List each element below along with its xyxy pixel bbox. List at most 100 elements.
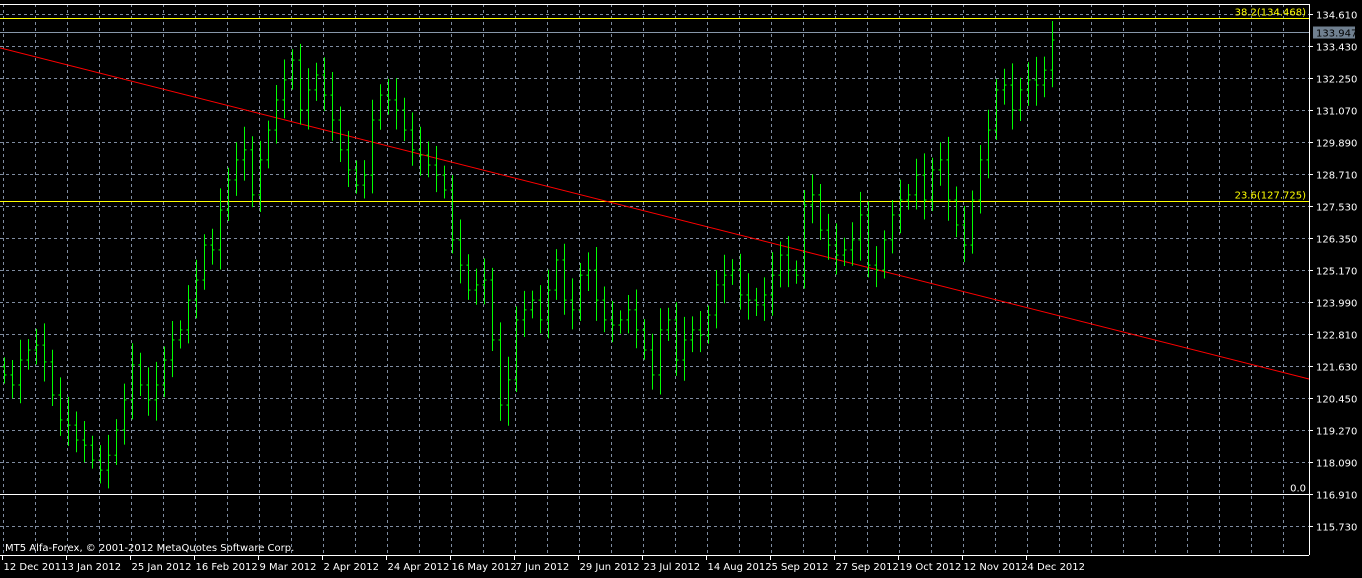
price-bar [746,273,751,320]
price-bar [994,79,999,140]
price-bar [938,142,943,186]
price-bar [490,267,495,351]
x-tick-label: 16 May 2012 [452,562,517,573]
price-bar [498,322,503,421]
price-bar [818,184,823,240]
price-bar [506,356,511,426]
price-bar [578,262,583,321]
price-bar [682,316,687,381]
price-bar [242,126,247,181]
price-bar [1050,21,1055,88]
price-bar [874,246,879,288]
price-bar [914,158,919,210]
price-bar [970,190,975,254]
price-bar [178,320,183,349]
price-bar [82,421,87,463]
y-tick-label: 133.430 [1316,43,1357,54]
price-bar [690,316,695,353]
price-bar [26,339,31,370]
x-tick-label: 12 Nov 2012 [964,562,1028,573]
price-bar [554,249,559,300]
price-bar [210,228,215,265]
price-bar [138,352,143,396]
price-bar [426,141,431,178]
y-tick-label: 131.070 [1316,107,1357,118]
price-bar [1002,68,1007,105]
price-bar [354,160,359,194]
price-bar [922,153,927,220]
x-tick-label: 27 Sep 2012 [836,562,899,573]
y-tick-label: 126.350 [1316,235,1357,246]
price-bar [10,360,15,399]
price-bar [362,160,367,199]
price-bar [906,184,911,210]
axes: 134.610 133.430 132.250 131.070 129.890 128.7… [0,4,1357,573]
price-bar [714,269,719,329]
price-bar [1026,62,1031,106]
price-bar [570,278,575,330]
y-tick-label: 116.910 [1316,491,1357,502]
x-tick-label: 25 Jan 2012 [132,562,192,573]
price-bar [610,300,615,343]
price-bar [794,260,799,284]
price-bar [442,165,447,199]
current-price-box [1313,26,1355,39]
price-bar [482,258,487,305]
price-bar [954,186,959,238]
price-bar [458,219,463,284]
price-bar [530,290,535,319]
x-tick-label: 3 Jan 2012 [68,562,122,573]
current-price-label: 133.947 [1316,29,1357,40]
x-tick-label: 5 Sep 2012 [772,562,829,573]
price-bar [786,236,791,288]
price-bar [250,136,255,208]
price-bar [290,49,295,90]
price-bar [106,434,111,489]
price-bar [298,43,303,125]
price-bar [754,287,759,316]
price-bar [866,201,871,278]
price-bar [234,142,239,196]
price-bar [170,320,175,378]
price-bar [826,213,831,260]
price-bar [834,223,839,275]
price-bar [410,112,415,166]
price-bar [346,130,351,188]
trendline[interactable] [0,47,1310,380]
price-bar [130,343,135,420]
price-bar [330,72,335,141]
price-bar [402,97,407,142]
price-bar [706,305,711,344]
price-bar [42,323,47,382]
x-tick-label: 23 Jul 2012 [644,562,701,573]
x-tick-label: 14 Aug 2012 [708,562,772,573]
price-bar [370,99,375,194]
price-bar [18,339,23,404]
price-bar [730,259,735,285]
price-bar [770,252,775,316]
bars [2,21,1055,489]
y-tick-label: 115.730 [1316,523,1357,534]
price-bar [778,241,783,288]
price-bar [946,136,951,221]
y-tick-label: 119.270 [1316,427,1357,438]
y-tick-label: 123.990 [1316,299,1357,310]
price-bar [586,252,591,292]
fibo-level-label: 0.0 [1290,484,1306,495]
price-bar [434,146,439,193]
price-bar [2,357,7,384]
price-bar [842,237,847,267]
price-bar [418,126,423,176]
price-bar [986,109,991,179]
price-bar [66,396,71,446]
y-tick-label: 125.170 [1316,267,1357,278]
price-bar [306,68,311,130]
price-bar [34,328,39,365]
price-bar [226,167,231,222]
price-bar [338,106,343,163]
fibo-level-label: 23.6(127.725) [1235,191,1307,202]
price-bar [162,346,167,398]
x-tick-label: 29 Jun 2012 [580,562,640,573]
price-bar [90,435,95,469]
